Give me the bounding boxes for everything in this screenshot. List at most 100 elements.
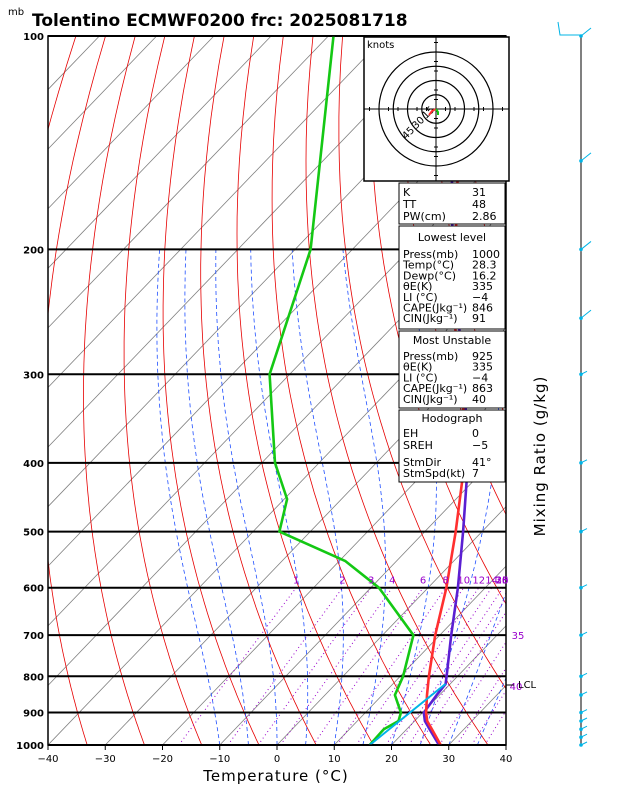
lowest-level-row-label: θE(K) bbox=[403, 280, 432, 293]
k-index-value: 31 bbox=[472, 186, 486, 199]
hodograph-stats-row-value: 0 bbox=[472, 427, 479, 440]
wind-barb bbox=[580, 741, 588, 746]
dry-adiabat bbox=[123, 36, 203, 745]
isotherm bbox=[391, 625, 506, 745]
hodograph-stats-header: Hodograph bbox=[422, 412, 483, 425]
mixing-ratio-label: 2 bbox=[339, 576, 345, 587]
dry-adiabat bbox=[580, 36, 618, 745]
wind-barb bbox=[580, 584, 588, 589]
moist-adiabat bbox=[342, 249, 386, 745]
x-axis-ticks: −40 −30 −20 −10 0 10 20 30 40 bbox=[37, 745, 512, 765]
pressure-tick-label: 300 bbox=[23, 370, 44, 381]
lowest-level-row-label: CAPE(Jkg⁻¹) bbox=[403, 302, 467, 315]
moist-adiabat bbox=[156, 249, 221, 745]
pressure-tick-label: 500 bbox=[23, 528, 44, 539]
most-unstable-row-value: 40 bbox=[472, 393, 486, 406]
wind-barb bbox=[580, 733, 588, 738]
most-unstable-row-label: θE(K) bbox=[403, 361, 432, 374]
x-tick-label: 20 bbox=[385, 754, 398, 765]
mixing-ratio-label: 35 bbox=[512, 631, 525, 642]
mixing-ratio-label: 4 bbox=[389, 576, 395, 587]
lowest-level-row-value: −4 bbox=[472, 291, 488, 304]
isotherm bbox=[48, 36, 329, 329]
tt-index-value: 48 bbox=[472, 198, 486, 211]
pressure-tick-label: 100 bbox=[23, 32, 44, 43]
most-unstable-row-value: 925 bbox=[472, 350, 493, 363]
hodograph-trace bbox=[435, 108, 439, 115]
pressure-tick-label: 200 bbox=[23, 245, 44, 256]
mixing-ratio-label: 8 bbox=[443, 576, 449, 587]
mixing-ratio-line bbox=[397, 587, 504, 745]
dry-adiabat bbox=[162, 36, 260, 745]
x-tick-label: −40 bbox=[37, 754, 58, 765]
dry-adiabat bbox=[83, 36, 145, 745]
storm-motion-row-value: 41° bbox=[472, 456, 492, 469]
wind-profile-point bbox=[579, 372, 583, 377]
mixing-ratio-line bbox=[456, 667, 506, 745]
wind-barb bbox=[580, 241, 592, 250]
isotherm bbox=[48, 267, 506, 745]
x-tick-label: −20 bbox=[152, 754, 173, 765]
most-unstable-box bbox=[398, 330, 506, 409]
most-unstable-row-value: −4 bbox=[472, 371, 488, 384]
lowest-level-row-label: Press(mb) bbox=[403, 248, 458, 261]
lowest-level-row-label: Dewp(°C) bbox=[403, 269, 456, 282]
mixing-ratio-label: 3 bbox=[368, 576, 374, 587]
mixing-ratio-label: 6 bbox=[420, 576, 426, 587]
mixing-ratio-label: 1 bbox=[293, 576, 299, 587]
lowest-level-row-value: 91 bbox=[472, 312, 486, 325]
lowest-level-row-label: LI (°C) bbox=[403, 291, 438, 304]
mixing-ratio-line bbox=[257, 587, 372, 745]
indices-table: K 31 TT 48 PW(cm) 2.86 Lowest level Press(mb) 10… bbox=[398, 182, 506, 483]
wind-barb bbox=[580, 152, 592, 162]
lowest-level-box bbox=[398, 225, 506, 330]
pressure-tick-label: 900 bbox=[23, 709, 44, 720]
mixing-ratio-label: 10 bbox=[457, 576, 470, 587]
dry-adiabat bbox=[338, 36, 506, 690]
most-unstable-row-label: CIN(Jkg⁻¹) bbox=[403, 393, 458, 406]
x-tick-label: −30 bbox=[95, 754, 116, 765]
isotherm bbox=[48, 36, 272, 269]
mixing-ratio-label: 12 bbox=[472, 576, 485, 587]
wind-barb bbox=[580, 528, 588, 533]
isotherm bbox=[219, 446, 506, 745]
lowest-level-row-value: 28.3 bbox=[472, 259, 497, 272]
most-unstable-row-label: Press(mb) bbox=[403, 350, 458, 363]
hodograph-stats-row-label: SREH bbox=[403, 439, 433, 452]
isotherm bbox=[48, 36, 215, 210]
mixing-ratio-label: 16 bbox=[496, 576, 509, 587]
mixing-ratio-label: 14 bbox=[485, 576, 498, 587]
dry-adiabat bbox=[271, 36, 432, 745]
wind-barb bbox=[580, 709, 588, 714]
storm-motion-row-label: StmDir bbox=[403, 456, 442, 469]
lcl-label: LCL bbox=[518, 680, 537, 691]
moist-adiabat bbox=[215, 249, 278, 745]
hodograph-stats-box bbox=[398, 409, 506, 483]
mixing-ratio-label: 25 bbox=[496, 576, 509, 587]
hodograph-trace bbox=[428, 108, 437, 116]
tt-index-label: TT bbox=[402, 198, 417, 211]
mixing-ratio-line bbox=[312, 587, 424, 745]
wind-barb bbox=[580, 672, 588, 677]
mixing-ratio-label: 20 bbox=[496, 576, 509, 587]
lowest-level-header: Lowest level bbox=[418, 231, 486, 244]
dry-adiabat bbox=[490, 36, 506, 165]
pressure-tick-label: 800 bbox=[23, 672, 44, 683]
x-tick-label: 0 bbox=[274, 754, 280, 765]
dry-adiabat bbox=[609, 36, 618, 745]
wind-barb-profile bbox=[557, 21, 592, 747]
dry-adiabat bbox=[550, 36, 618, 745]
dry-adiabat bbox=[200, 36, 317, 745]
hodograph-units-label: knots bbox=[367, 40, 394, 51]
mixing-ratio-line bbox=[227, 587, 343, 745]
storm-motion-row-value: 7 bbox=[472, 467, 479, 480]
wind-barb bbox=[557, 21, 581, 36]
mixing-ratio-line bbox=[280, 587, 393, 745]
wind-barb bbox=[580, 691, 588, 696]
dry-adiabat bbox=[370, 36, 506, 605]
lowest-level-row-value: 335 bbox=[472, 280, 493, 293]
pressure-tick-label: 400 bbox=[23, 459, 44, 470]
isotherm bbox=[48, 208, 506, 686]
pressure-axis-ticks: 1000 900 800 700 600 500 400 300 200 100 bbox=[16, 32, 44, 752]
